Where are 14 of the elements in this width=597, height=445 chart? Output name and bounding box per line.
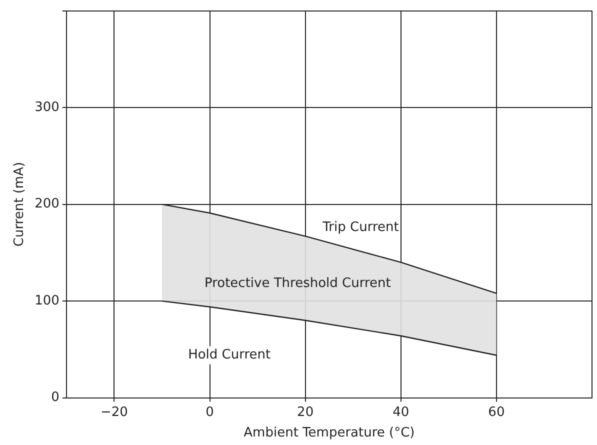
y-tick-label: 100	[34, 293, 60, 308]
x-axis-title: Ambient Temperature (°C)	[244, 426, 415, 441]
y-tick-label: 200	[34, 196, 60, 212]
annotation: Trip Current	[322, 220, 399, 235]
annotation: Hold Current	[188, 348, 271, 363]
x-tick-label: 0	[206, 404, 214, 420]
annotation: Protective Threshold Current	[204, 276, 391, 292]
x-tick-label: 40	[392, 404, 410, 420]
y-tick-label: 0	[51, 390, 60, 406]
x-tick-label: 20	[297, 404, 314, 420]
y-axis-title: Current (mA)	[12, 162, 28, 247]
y-tick-label: 300	[34, 100, 60, 115]
x-tick-label: −20	[100, 404, 128, 420]
x-tick-label: 60	[488, 404, 505, 420]
